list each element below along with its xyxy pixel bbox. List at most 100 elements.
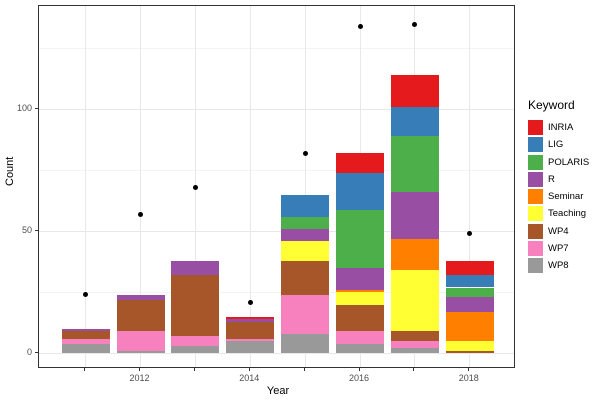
- legend-key-Teaching: [528, 206, 543, 222]
- legend-item-INRIA: INRIA: [528, 119, 589, 136]
- bar-2012-R: [116, 294, 165, 300]
- x-tick-label-2012: 2012: [129, 373, 150, 383]
- legend-key-R: [528, 171, 543, 187]
- x-tick-2014: [248, 368, 250, 371]
- legend-item-WP4: WP4: [528, 223, 589, 240]
- gridline-minor-y25: [39, 291, 514, 293]
- bar-2013-WP7: [171, 336, 220, 346]
- legend-item-LIG: LIG: [528, 136, 589, 153]
- x-tick-2015: [303, 368, 305, 371]
- bar-2012-WP7: [116, 331, 165, 351]
- legend-key-WP8: [528, 258, 543, 274]
- legend-label-WP7: WP7: [548, 243, 569, 255]
- legend-item-Teaching: Teaching: [528, 205, 589, 222]
- bar-2011-WP7: [61, 338, 110, 344]
- bar-2015-WP7: [281, 294, 330, 334]
- bar-2017-Teaching: [390, 270, 439, 332]
- bar-2016-INRIA: [336, 153, 384, 173]
- bar-2011-R: [61, 328, 110, 332]
- legend-item-WP7: WP7: [528, 240, 589, 257]
- bar-2015-POLARIS: [281, 216, 330, 229]
- bar-2017-Seminar: [390, 238, 439, 271]
- bar-2017-POLARIS: [390, 136, 439, 193]
- legend-items: INRIA LIG POLARIS R Seminar Teaching WP4 WP7 WP8: [528, 119, 589, 274]
- dot-2012: [138, 211, 144, 217]
- plot-panel: [38, 5, 515, 368]
- x-tick-label-2014: 2014: [239, 373, 260, 383]
- dot-2016: [357, 24, 363, 30]
- gridline-x-2018: [469, 6, 471, 367]
- bar-2017-R: [390, 192, 439, 239]
- bar-2017-WP7: [390, 341, 439, 349]
- legend-label-Seminar: Seminar: [548, 191, 584, 203]
- x-tick-2016: [358, 368, 360, 371]
- x-tick-label-2016: 2016: [348, 373, 370, 383]
- bar-2018-R: [445, 297, 494, 312]
- bar-2012-WP8: [116, 350, 165, 354]
- bar-2017-WP8: [390, 348, 439, 354]
- bar-2018-INRIA: [445, 260, 494, 276]
- x-tick-2013: [193, 368, 195, 371]
- dot-2017: [412, 21, 418, 27]
- gridline-major-y0: [39, 352, 514, 354]
- legend-key-WP7: [528, 241, 543, 257]
- y-axis-title: Count: [4, 156, 16, 186]
- bar-2015-Teaching: [281, 241, 330, 261]
- legend-label-POLARIS: POLARIS: [548, 156, 590, 168]
- bar-2015-LIG: [281, 194, 330, 217]
- bar-2018-POLARIS: [445, 287, 494, 298]
- bar-2015-WP8: [281, 333, 330, 354]
- legend-key-LIG: [528, 137, 543, 153]
- bar-2017-WP4: [390, 331, 439, 342]
- gridline-minor-y125: [39, 48, 514, 50]
- bar-2014-WP4: [226, 321, 275, 339]
- bar-2012-WP4: [116, 299, 165, 332]
- y-tick-50: [35, 229, 38, 231]
- legend-key-INRIA: [528, 120, 543, 135]
- legend-item-R: R: [528, 171, 589, 188]
- x-axis-title: Year: [266, 385, 290, 397]
- bar-2014-WP8: [226, 341, 275, 354]
- bar-2018-LIG: [445, 275, 494, 288]
- legend-label-Teaching: Teaching: [548, 208, 587, 220]
- legend-title: Keyword: [528, 98, 575, 112]
- bar-2015-WP4: [281, 260, 330, 295]
- bar-2016-Teaching: [336, 292, 384, 305]
- bar-2016-Seminar: [336, 289, 384, 293]
- bar-2016-WP8: [336, 343, 384, 354]
- bar-2014-INRIA: [226, 316, 275, 320]
- bar-2011-WP8: [61, 343, 110, 354]
- gridline-major-y50: [39, 230, 514, 232]
- bar-2016-WP7: [336, 331, 384, 344]
- x-tick-2012: [139, 368, 141, 371]
- bar-2017-INRIA: [390, 75, 439, 108]
- bar-2016-POLARIS: [336, 209, 384, 268]
- bar-2016-WP4: [336, 304, 384, 332]
- gridline-x-2015: [304, 6, 306, 367]
- x-tick-label-2018: 2018: [458, 373, 479, 383]
- bar-2014-R: [226, 319, 275, 322]
- bar-2013-WP4: [171, 275, 220, 337]
- gridline-major-y100: [39, 109, 514, 111]
- x-tick-2017: [413, 368, 415, 371]
- x-tick-2018: [468, 368, 470, 371]
- gridline-x-2012: [140, 6, 142, 367]
- dot-2015: [302, 150, 308, 156]
- dot-2013: [192, 185, 198, 191]
- gridline-x-2011: [85, 6, 87, 367]
- dot-2011: [83, 292, 89, 298]
- dot-2018: [467, 231, 473, 237]
- bar-2018-Seminar: [445, 311, 494, 342]
- legend-key-WP4: [528, 223, 543, 239]
- bar-2014-WP7: [226, 338, 275, 342]
- dot-2014: [247, 299, 253, 305]
- bar-2013-WP8: [171, 345, 220, 354]
- y-tick-100: [35, 108, 38, 110]
- y-tick-label-0: 0: [26, 346, 32, 357]
- y-tick-0: [35, 351, 38, 353]
- bar-2017-LIG: [390, 107, 439, 137]
- bar-2013-R: [171, 260, 220, 276]
- legend-label-WP4: WP4: [548, 225, 569, 237]
- gridline-x-2014: [249, 6, 251, 367]
